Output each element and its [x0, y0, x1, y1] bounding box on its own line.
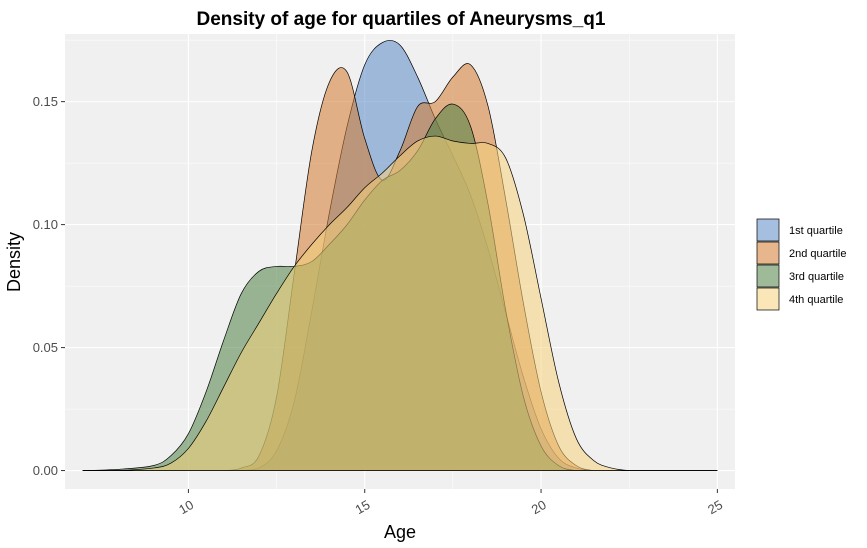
- legend-key-4: [756, 287, 780, 311]
- legend-key-1: [756, 218, 780, 242]
- chart-title: Density of age for quartiles of Aneurysm…: [197, 9, 606, 30]
- density-areas: [82, 40, 718, 471]
- y-tick-label: 0.10: [33, 217, 58, 232]
- y-tick-label: 0.00: [33, 463, 58, 478]
- y-tick-label: 0.05: [33, 340, 58, 355]
- legend-key-2: [756, 241, 780, 265]
- legend: 1st quartile 2nd quartile 3rd quartile 4th …: [756, 218, 847, 311]
- x-axis-title: Age: [384, 522, 416, 542]
- legend-label-3: 3rd quartile: [789, 271, 844, 283]
- density-area-4: [82, 135, 718, 471]
- x-tick-label: 15: [352, 497, 372, 517]
- x-tick-label: 20: [529, 497, 549, 517]
- y-axis-title: Density: [4, 232, 24, 292]
- x-tick-label: 10: [176, 497, 196, 517]
- y-tick-label: 0.15: [33, 94, 58, 109]
- legend-label-2: 2nd quartile: [789, 248, 847, 260]
- x-tick-label: 25: [705, 497, 725, 517]
- axes: 0.00 0.05 0.10 0.15 10 15 20 25: [33, 94, 725, 517]
- legend-label-1: 1st quartile: [789, 225, 843, 237]
- legend-label-4: 4th quartile: [789, 294, 843, 306]
- legend-key-3: [756, 264, 780, 288]
